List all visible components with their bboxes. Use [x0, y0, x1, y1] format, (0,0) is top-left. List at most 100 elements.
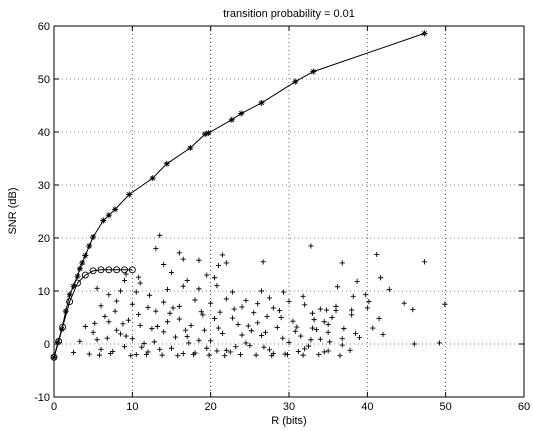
point-plus: [215, 262, 222, 269]
point-plus: [243, 297, 249, 304]
point-plus: [123, 333, 129, 339]
point-plus: [313, 327, 320, 333]
data-series: [50, 30, 448, 361]
point-plus: [208, 300, 214, 306]
point-plus: [374, 251, 380, 258]
point-plus: [183, 327, 189, 333]
point-plus: [235, 321, 241, 327]
x-tick-label: 20: [205, 401, 217, 413]
point-plus: [133, 289, 139, 295]
point-plus: [308, 337, 314, 343]
point-plus: [239, 304, 245, 310]
point-plus: [280, 289, 287, 295]
point-plus: [269, 353, 275, 359]
point-asterisk: [205, 130, 212, 137]
point-plus: [157, 346, 163, 352]
point-plus: [334, 284, 341, 290]
point-plus: [294, 324, 300, 330]
point-plus: [329, 314, 335, 321]
point-plus: [298, 333, 304, 339]
point-asterisk: [163, 160, 170, 167]
point-plus: [192, 297, 198, 303]
point-plus: [290, 318, 296, 324]
point-plus: [217, 309, 223, 315]
point-circle: [121, 266, 128, 274]
point-plus: [137, 280, 143, 286]
point-plus: [253, 352, 259, 358]
point-plus: [153, 246, 159, 252]
point-plus: [411, 341, 417, 347]
point-plus: [277, 308, 283, 314]
point-plus: [168, 345, 175, 351]
point-plus: [161, 329, 167, 335]
point-plus: [96, 352, 103, 358]
point-plus: [321, 349, 327, 355]
point-plus: [378, 275, 384, 281]
point-plus: [196, 337, 202, 343]
point-plus: [337, 353, 343, 359]
series-circle: [50, 266, 136, 361]
y-axis-label: SNR (dB): [7, 187, 19, 234]
point-plus: [175, 353, 181, 359]
point-plus: [436, 340, 442, 346]
point-plus: [282, 351, 288, 357]
point-plus: [172, 334, 179, 340]
point-plus: [300, 293, 306, 299]
point-plus: [168, 269, 175, 276]
point-plus: [284, 352, 291, 358]
point-plus: [316, 352, 322, 358]
point-plus: [295, 348, 301, 355]
point-asterisk: [258, 99, 265, 106]
x-tick-label: 30: [283, 401, 295, 413]
y-tick-label: 40: [38, 127, 50, 139]
point-plus: [170, 305, 176, 311]
point-plus: [341, 326, 347, 332]
y-tick-label: 0: [44, 339, 50, 351]
point-circle: [50, 353, 58, 361]
point-plus: [339, 260, 345, 266]
point-plus: [286, 299, 292, 305]
point-plus: [325, 329, 331, 335]
y-tick-label: 60: [38, 21, 50, 33]
point-plus: [82, 323, 88, 330]
point-plus: [114, 327, 120, 333]
point-circle: [97, 266, 105, 274]
point-plus: [190, 352, 197, 358]
point-plus: [161, 299, 167, 305]
point-plus: [366, 299, 372, 305]
point-asterisk: [238, 110, 245, 117]
point-plus: [125, 317, 132, 323]
point-plus: [258, 288, 265, 294]
point-plus: [196, 257, 202, 263]
point-plus: [325, 348, 331, 354]
point-asterisk: [310, 68, 317, 75]
point-plus: [223, 260, 229, 266]
point-plus: [245, 323, 251, 329]
point-plus: [112, 308, 118, 314]
point-plus: [309, 310, 316, 316]
point-plus: [90, 329, 96, 335]
y-tick-label: 50: [38, 74, 50, 86]
point-plus: [137, 322, 143, 329]
point-asterisk: [66, 291, 73, 298]
point-plus: [302, 302, 308, 308]
point-plus: [141, 340, 147, 347]
point-plus: [401, 300, 407, 306]
point-plus: [370, 325, 376, 331]
point-plus: [292, 328, 298, 334]
point-plus: [149, 326, 155, 332]
point-plus: [198, 309, 204, 315]
point-plus: [200, 312, 206, 318]
point-plus: [151, 339, 157, 345]
x-tick-label: 10: [126, 401, 138, 413]
point-plus: [321, 319, 327, 325]
point-plus: [176, 303, 182, 309]
point-plus: [219, 252, 226, 258]
point-plus: [255, 301, 261, 307]
point-plus: [230, 289, 236, 295]
point-plus: [92, 320, 98, 326]
point-circle: [55, 337, 63, 345]
point-plus: [106, 292, 112, 298]
point-plus: [223, 296, 229, 302]
point-plus: [94, 337, 100, 343]
